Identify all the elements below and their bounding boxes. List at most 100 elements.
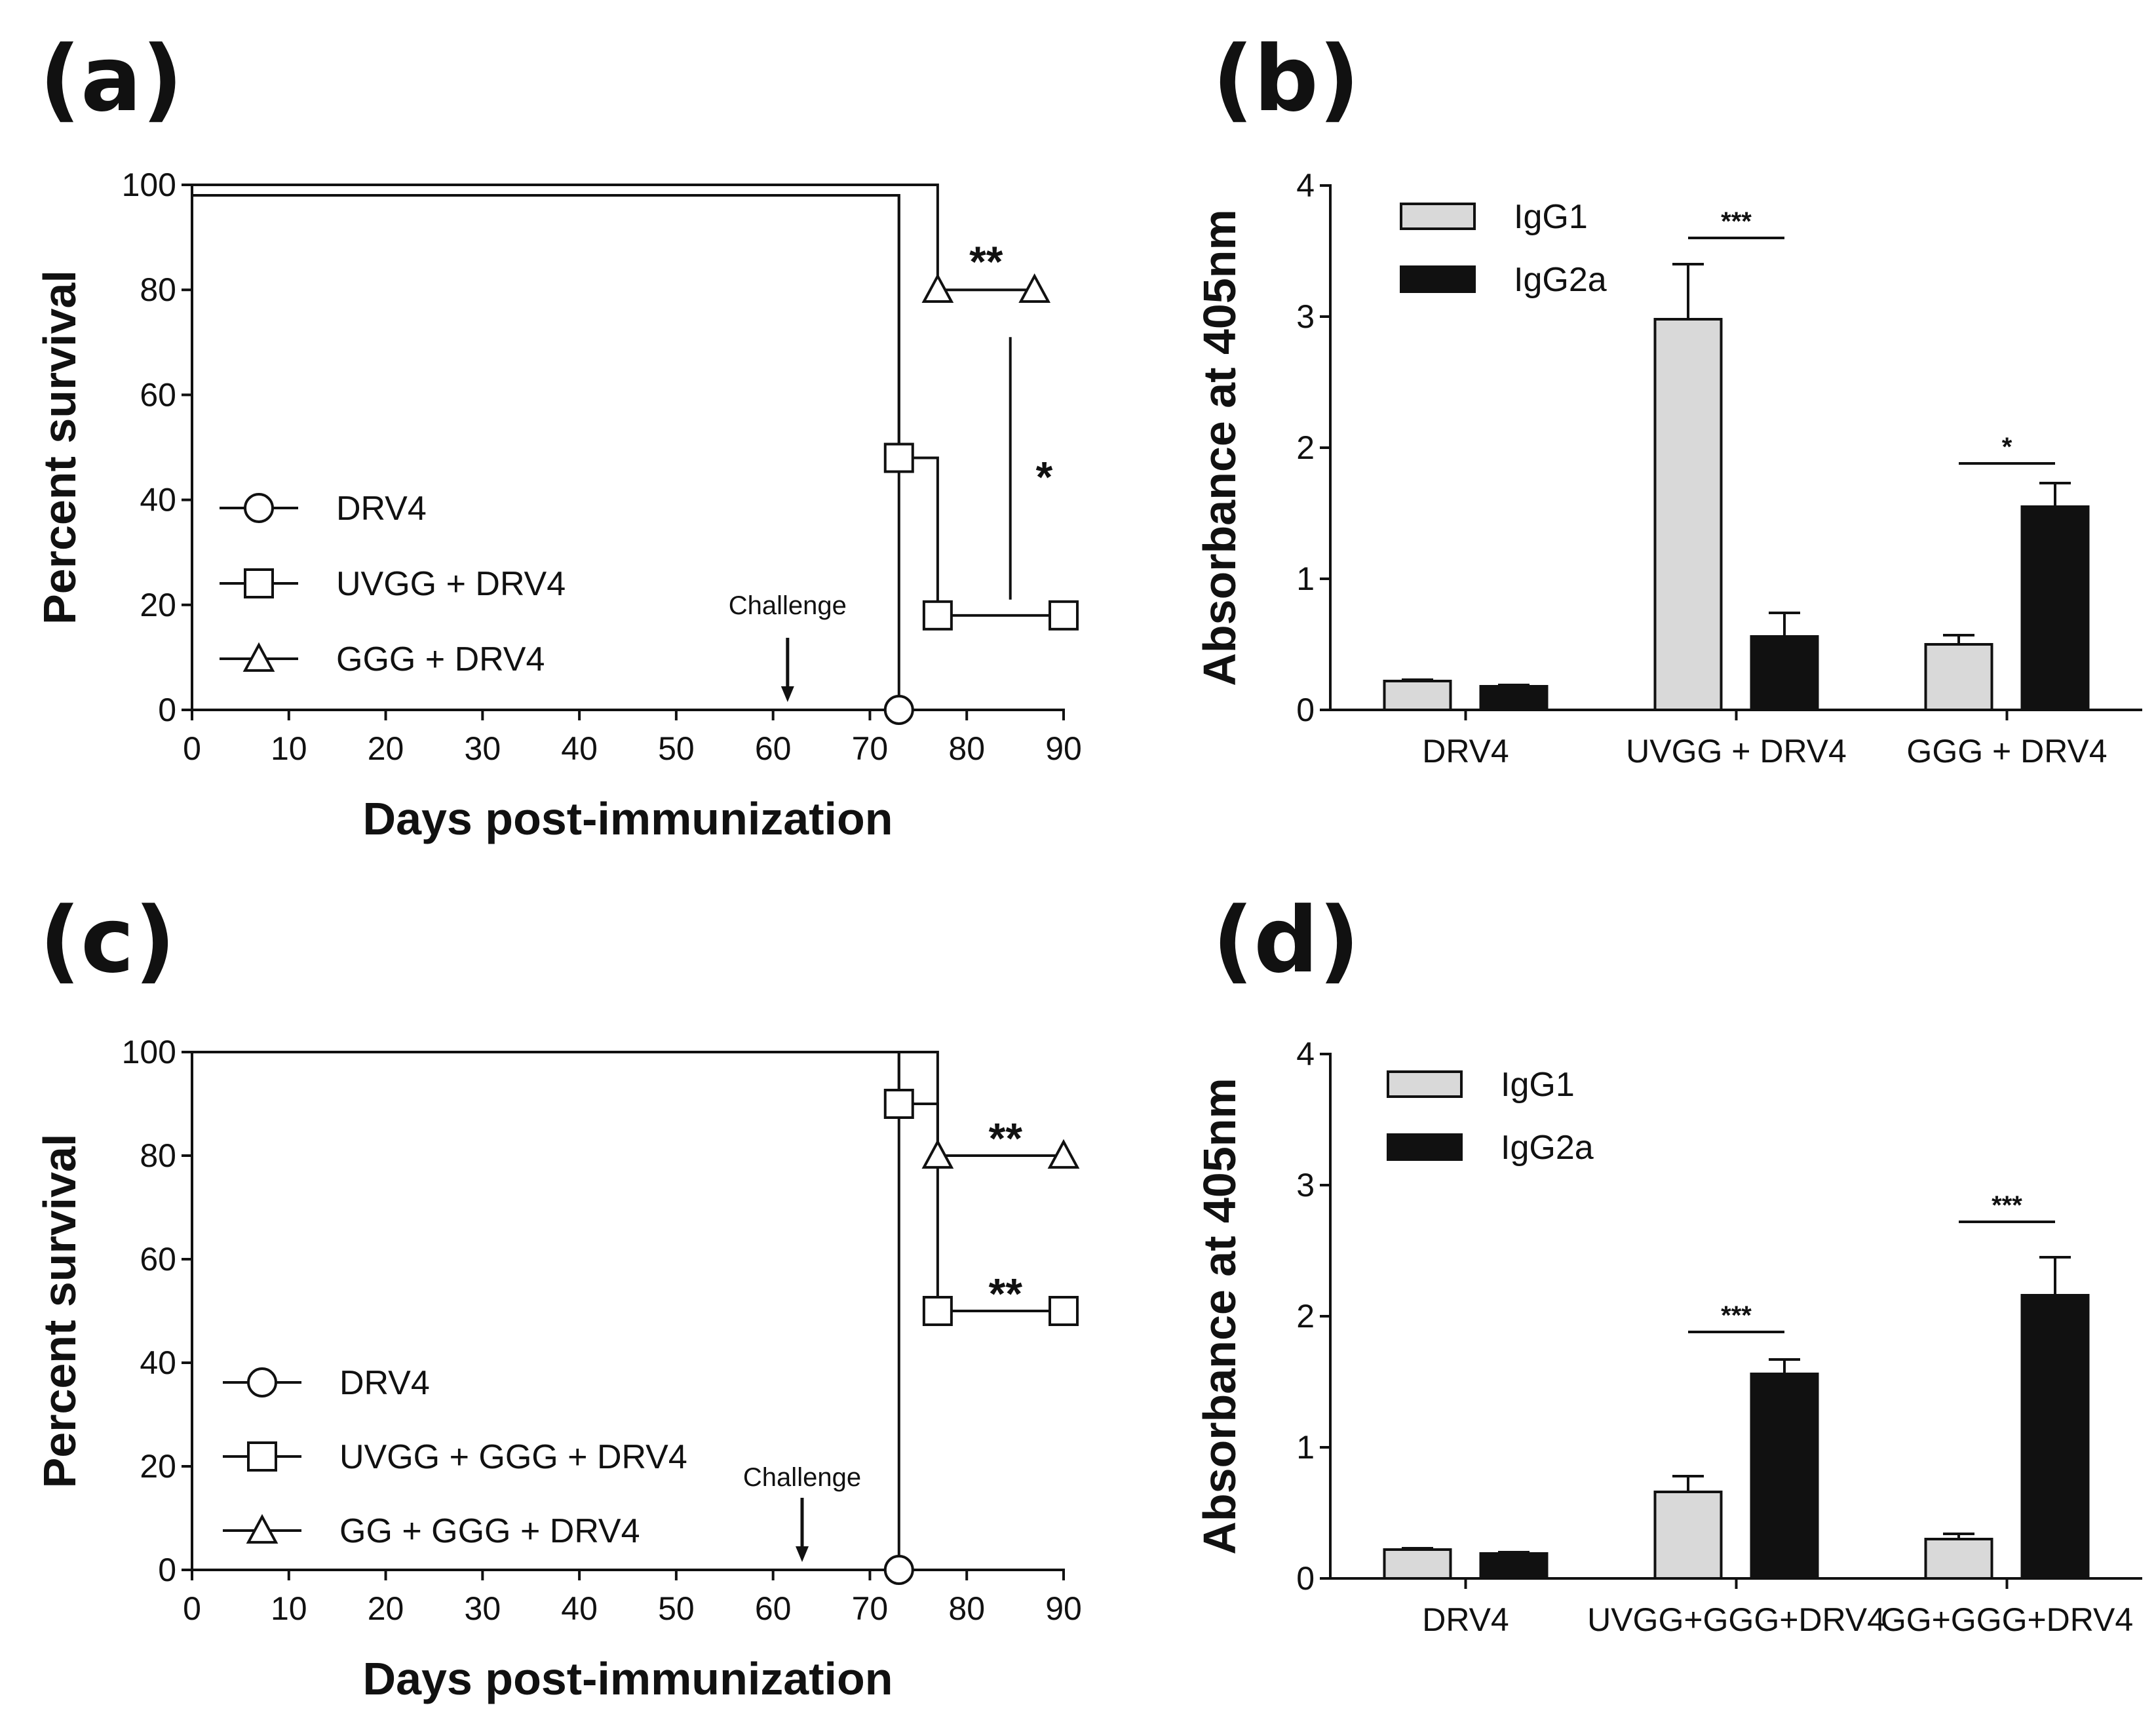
x-tick-label: UVGG+GGG+DRV4 [1587, 1601, 1885, 1638]
challenge-label: Challenge [729, 591, 847, 620]
x-tick-label: 30 [465, 1590, 501, 1627]
series-line-3 [192, 1051, 1064, 1157]
series-line-3 [192, 184, 1035, 292]
x-tick-label: UVGG + DRV4 [1626, 733, 1847, 770]
series-marker-3 [1047, 1139, 1080, 1169]
x-tick-label: 50 [658, 1590, 695, 1627]
bar-chart-d: 0 1 2 3 4 Absorbance at 405nm DRV4 UVGG+GGG+DRV… [1194, 1036, 2142, 1638]
series-marker-1 [883, 1555, 914, 1585]
series-marker-2 [1049, 1296, 1079, 1326]
y-tick-label: 1 [1296, 560, 1315, 597]
significance-marker: ** [969, 237, 1003, 286]
panel-label-b: (b) [1212, 26, 1360, 132]
survival-chart-c: 0 20 40 60 80 100 0 10 20 30 40 50 60 70 80 90 Days post… [34, 1034, 1082, 1704]
y-tick-label: 40 [140, 482, 176, 518]
x-tick-label: 80 [948, 730, 985, 767]
y-axis-title: Absorbance at 405nm [1194, 209, 1245, 686]
series-marker-2 [883, 1089, 914, 1119]
x-tick-label: 60 [755, 730, 792, 767]
bar-igg1 [1924, 643, 1993, 711]
x-tick-label: 20 [368, 730, 404, 767]
legend-label: DRV4 [339, 1364, 430, 1402]
y-tick-label: 0 [158, 692, 176, 728]
significance-marker: *** [1992, 1191, 2022, 1220]
bar-igg2a [1479, 1552, 1549, 1580]
significance-marker: *** [1721, 207, 1752, 236]
bar-chart-b: 0 1 2 3 4 Absorbance at 405nm DRV4 UVGG + DRV4 G… [1194, 167, 2142, 770]
y-tick-label: 80 [140, 271, 176, 308]
legend-label: IgG1 [1501, 1066, 1575, 1104]
significance-marker: *** [1721, 1301, 1752, 1330]
survival-chart-a: 0 20 40 60 80 100 0 10 20 30 40 50 60 70 80 90 Days post… [34, 166, 1082, 844]
x-axis-title: Days post-immunization [363, 793, 893, 844]
legend-label: GGG + DRV4 [336, 640, 545, 678]
bar-igg1 [1383, 1548, 1452, 1580]
x-tick-label: 70 [852, 730, 889, 767]
y-tick-label: 2 [1296, 429, 1315, 466]
y-tick-label: 40 [140, 1344, 176, 1381]
bar-igg1 [1653, 318, 1723, 711]
y-tick-label: 3 [1296, 298, 1315, 335]
y-tick-label: 3 [1296, 1167, 1315, 1203]
y-axis-title: Percent survival [34, 1134, 85, 1489]
y-tick-label: 20 [140, 1448, 176, 1485]
y-tick-label: 20 [140, 587, 176, 623]
x-tick-label: 0 [183, 1590, 201, 1627]
bar-igg2a [1750, 1373, 1819, 1580]
legend-marker [247, 1441, 277, 1472]
legend-label: DRV4 [336, 490, 427, 528]
y-tick-label: 2 [1296, 1298, 1315, 1335]
y-tick-label: 0 [1296, 692, 1315, 728]
x-tick-label: 30 [465, 730, 501, 767]
y-tick-label: 4 [1296, 1036, 1315, 1072]
panel-b: (b) 0 1 2 3 4 Absorbance at 405nm DRV4 UVGG + D… [1078, 0, 2156, 860]
y-tick-label: 0 [1296, 1560, 1315, 1597]
x-tick-label: 0 [183, 730, 201, 767]
legend-marker [244, 568, 274, 598]
legend-marker [246, 1514, 279, 1544]
bar-igg1 [1383, 680, 1452, 711]
series-marker-1 [883, 695, 914, 725]
legend-marker [247, 1367, 277, 1398]
bar-igg2a [2020, 1294, 2090, 1580]
legend-label: IgG2a [1514, 261, 1607, 299]
significance-marker: * [1036, 453, 1053, 501]
bar-igg2a [1750, 635, 1819, 711]
x-tick-label: DRV4 [1422, 733, 1509, 770]
legend-marker [244, 493, 274, 523]
y-axis-title: Percent survival [34, 270, 85, 625]
y-tick-label: 0 [158, 1552, 176, 1588]
y-tick-label: 100 [122, 166, 176, 203]
series-marker-2 [922, 600, 953, 631]
bar-igg2a [2020, 505, 2090, 711]
legend-swatch [1400, 265, 1476, 293]
legend-label: IgG1 [1514, 198, 1588, 236]
series-marker-2 [922, 1296, 953, 1326]
panel-d: (d) 0 1 2 3 4 Absorbance at 405nm DRV4 UVGG+GGG… [1078, 860, 2156, 1720]
legend-label: UVGG + DRV4 [336, 565, 566, 603]
legend-swatch [1387, 1133, 1463, 1161]
x-tick-label: GG+GGG+DRV4 [1881, 1601, 2133, 1638]
legend-swatch [1387, 1070, 1463, 1098]
panel-label-c: (c) [39, 888, 176, 993]
x-tick-label: GGG + DRV4 [1906, 733, 2107, 770]
legend-label: UVGG + GGG + DRV4 [339, 1438, 687, 1476]
panel-a: (a) 0 20 40 60 80 100 0 10 20 30 40 50 60 70 80 90 Days … [0, 0, 1082, 860]
y-tick-label: 60 [140, 376, 176, 413]
panel-label-d: (d) [1212, 888, 1360, 993]
significance-marker: ** [989, 1269, 1023, 1318]
legend-label: IgG2a [1501, 1129, 1594, 1167]
x-tick-label: DRV4 [1422, 1601, 1509, 1638]
bar-igg1 [1653, 1491, 1723, 1580]
bar-igg2a [1479, 685, 1549, 711]
series-marker-3 [921, 1139, 954, 1169]
legend-marker [242, 642, 275, 672]
y-axis-title: Absorbance at 405nm [1194, 1078, 1245, 1554]
challenge-arrowhead [780, 686, 794, 702]
series-marker-2 [883, 442, 914, 473]
x-tick-label: 40 [561, 1590, 598, 1627]
x-tick-label: 90 [1045, 1590, 1082, 1627]
bar-igg1 [1924, 1538, 1993, 1580]
series-line-2 [192, 194, 1064, 617]
x-tick-label: 90 [1045, 730, 1082, 767]
